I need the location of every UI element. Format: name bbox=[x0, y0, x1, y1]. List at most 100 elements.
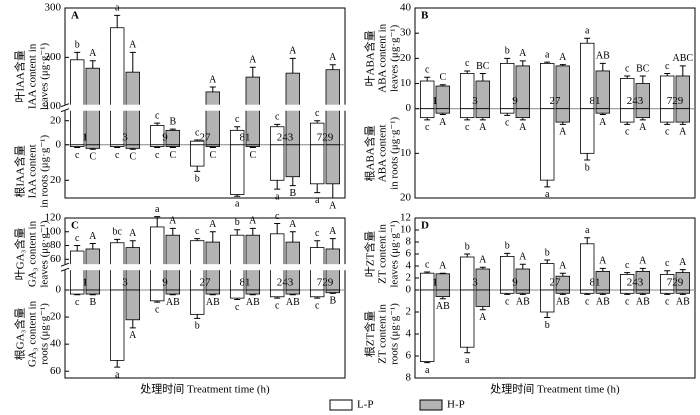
bar-roots bbox=[70, 144, 85, 147]
plot-frame bbox=[414, 7, 696, 199]
significance-letter: c bbox=[155, 304, 160, 315]
error-bar bbox=[194, 166, 201, 172]
error-bar bbox=[89, 294, 96, 296]
significance-letter: c bbox=[275, 112, 280, 123]
significance-letter: c bbox=[465, 58, 470, 69]
bar-roots bbox=[309, 289, 325, 298]
significance-letter: C bbox=[209, 150, 216, 161]
error-bar bbox=[274, 296, 281, 299]
significance-letter: C bbox=[89, 152, 96, 163]
significance-letter: a bbox=[545, 49, 550, 60]
bar-roots bbox=[165, 289, 181, 295]
error-bar bbox=[544, 180, 551, 188]
significance-letter: a bbox=[115, 369, 120, 380]
y-tick-label: 10 bbox=[400, 147, 412, 159]
significance-letter: A bbox=[89, 231, 97, 242]
significance-letter: c bbox=[425, 122, 430, 133]
significance-letter: b bbox=[545, 247, 550, 258]
y-axis-label: 叶ABA含量 bbox=[363, 30, 377, 86]
significance-letter: c bbox=[155, 110, 160, 121]
category-label: 3 bbox=[122, 131, 128, 143]
panel-label: D bbox=[421, 220, 429, 232]
bar-roots bbox=[555, 289, 571, 294]
significance-letter: A bbox=[329, 52, 337, 63]
error-bar bbox=[194, 238, 201, 241]
significance-letter: A bbox=[329, 226, 337, 237]
significance-letter: A bbox=[129, 330, 137, 341]
significance-letter: c bbox=[75, 150, 80, 161]
error-bar bbox=[194, 139, 201, 142]
error-bar bbox=[504, 252, 511, 257]
bar-roots bbox=[85, 144, 101, 149]
y-axis-label: ZT content in bbox=[377, 224, 389, 284]
significance-letter: AB bbox=[206, 297, 220, 308]
error-bar bbox=[329, 64, 336, 70]
significance-letter: A bbox=[169, 216, 177, 227]
error-bar bbox=[249, 294, 256, 296]
significance-letter: c bbox=[585, 297, 590, 308]
bar-roots bbox=[110, 144, 125, 147]
error-bar bbox=[679, 122, 686, 125]
significance-letter: c bbox=[665, 61, 670, 72]
legend-swatch bbox=[419, 399, 443, 411]
error-bar bbox=[464, 347, 471, 354]
significance-letter: b bbox=[505, 241, 510, 252]
category-label: 1 bbox=[82, 277, 88, 289]
significance-letter: c bbox=[665, 258, 670, 269]
error-bar bbox=[424, 361, 431, 364]
bar-roots bbox=[620, 289, 635, 294]
error-bar bbox=[519, 60, 526, 66]
error-bar bbox=[114, 238, 121, 243]
y-tick-label: 60 bbox=[50, 253, 62, 265]
error-bar bbox=[599, 267, 606, 272]
error-bar bbox=[314, 183, 321, 194]
error-bar bbox=[504, 113, 511, 116]
significance-letter: AB bbox=[166, 297, 180, 308]
category-label: 27 bbox=[200, 277, 212, 289]
bar-roots bbox=[165, 144, 181, 147]
category-label: 243 bbox=[627, 95, 644, 107]
error-bar bbox=[249, 146, 256, 148]
significance-letter: c bbox=[195, 127, 200, 138]
significance-letter: c bbox=[315, 108, 320, 119]
error-bar bbox=[479, 117, 486, 121]
bar-roots bbox=[205, 289, 221, 295]
error-bar bbox=[154, 146, 161, 148]
bar-roots bbox=[229, 289, 245, 299]
significance-letter: c bbox=[665, 127, 670, 138]
error-bar bbox=[664, 122, 671, 125]
y-axis-label: 叶ZT含量 bbox=[363, 231, 377, 277]
bar-roots bbox=[499, 108, 515, 114]
significance-letter: b bbox=[235, 217, 240, 228]
significance-letter: A bbox=[209, 219, 217, 230]
y-tick-label: 0 bbox=[406, 284, 412, 296]
bar-roots bbox=[540, 289, 555, 313]
y-tick-label: 30 bbox=[400, 27, 412, 39]
significance-letter: ABC bbox=[673, 53, 694, 64]
y-tick-label: 20 bbox=[50, 174, 62, 186]
bar-roots bbox=[125, 144, 141, 149]
error-bar bbox=[439, 113, 446, 116]
error-bar bbox=[519, 263, 526, 269]
plot-frame bbox=[414, 217, 696, 379]
error-bar bbox=[129, 51, 136, 73]
y-axis-label: leaves (μg·g⁻¹) bbox=[389, 24, 401, 92]
bar-roots bbox=[229, 144, 245, 195]
category-label: 9 bbox=[512, 95, 518, 107]
bar-roots bbox=[70, 289, 85, 295]
category-label: 81 bbox=[590, 95, 601, 107]
y-tick-label: 10 bbox=[400, 224, 412, 236]
error-bar bbox=[624, 272, 631, 275]
significance-letter: b bbox=[505, 46, 510, 57]
significance-letter: c bbox=[155, 150, 160, 161]
bar-roots bbox=[459, 289, 475, 348]
significance-letter: b bbox=[195, 321, 200, 332]
error-bar bbox=[289, 176, 296, 187]
significance-letter: a bbox=[115, 3, 120, 14]
bar-leaves bbox=[165, 234, 181, 291]
significance-letter: AB bbox=[596, 51, 610, 62]
error-bar bbox=[679, 269, 686, 273]
y-tick-label: 12 bbox=[400, 212, 411, 224]
y-tick-label: 20 bbox=[50, 311, 62, 323]
y-axis-label: leaves (μg·g⁻¹) bbox=[39, 42, 51, 110]
